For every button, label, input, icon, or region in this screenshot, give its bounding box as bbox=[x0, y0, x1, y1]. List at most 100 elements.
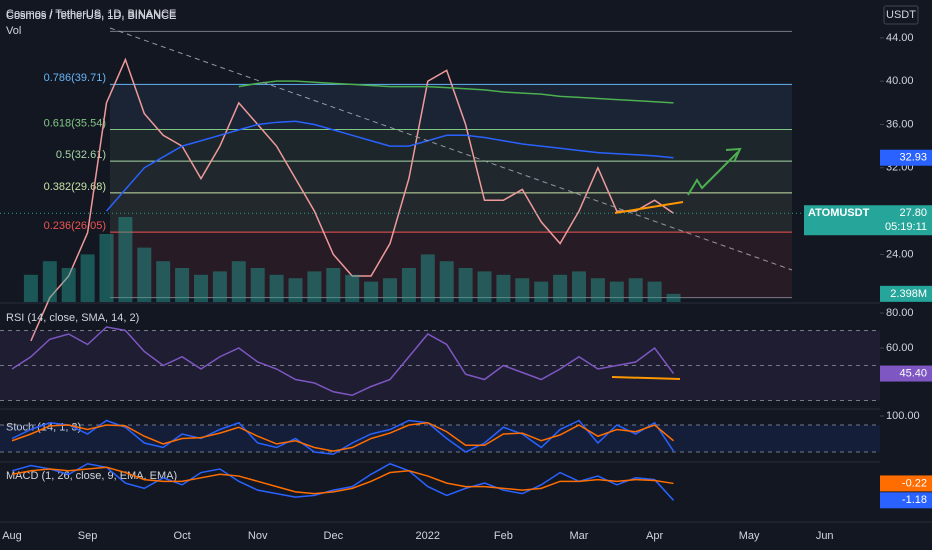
value-tag-bg bbox=[880, 492, 932, 509]
fib-label: 0.786(39.71) bbox=[44, 72, 106, 84]
title: Cosmos / TetherUS, 1D, BINANCE bbox=[6, 10, 176, 22]
volume-bar bbox=[212, 271, 227, 302]
volume-bar bbox=[496, 274, 511, 302]
volume-bar bbox=[23, 274, 38, 302]
price-axis bbox=[880, 0, 932, 550]
volume-title: Vol bbox=[6, 25, 21, 37]
fib-zone bbox=[110, 84, 792, 130]
fib-label: 0.618(35.54) bbox=[44, 117, 106, 129]
price-tag-bg bbox=[804, 205, 932, 236]
fib-label: 0.5(32.61) bbox=[56, 149, 106, 161]
volume-bar bbox=[609, 281, 624, 302]
fib-label: 0.382(29.68) bbox=[44, 181, 106, 193]
volume-bar bbox=[647, 281, 662, 302]
volume-bar bbox=[572, 271, 586, 302]
value-tag: 2.398M bbox=[890, 288, 927, 300]
volume-bar bbox=[231, 261, 246, 302]
value-tag: 32.93 bbox=[899, 152, 927, 164]
volume-bar bbox=[420, 254, 435, 302]
y-tick-label: 44.00 bbox=[886, 32, 914, 44]
y-tick-label: 60.00 bbox=[886, 342, 914, 354]
volume-bar bbox=[458, 268, 473, 302]
series-line bbox=[105, 120, 674, 212]
value-tag-bg bbox=[880, 365, 932, 382]
volume-bar bbox=[61, 268, 76, 302]
fib-zone bbox=[110, 232, 792, 298]
x-tick-label: Apr bbox=[646, 530, 663, 542]
value-tag-bg bbox=[880, 475, 932, 492]
x-tick-label: 2022 bbox=[416, 530, 440, 542]
unit: USDT bbox=[886, 9, 916, 21]
unit-box bbox=[883, 5, 919, 25]
volume-bar bbox=[137, 247, 152, 302]
pane-title: RSI (14, close, SMA, 14, 2) bbox=[6, 312, 139, 324]
series-line bbox=[11, 462, 675, 501]
trend-line bbox=[109, 27, 793, 271]
y-tick-label: 80.00 bbox=[886, 307, 914, 319]
volume-bar bbox=[628, 278, 643, 302]
series-line bbox=[11, 466, 674, 495]
y-tick-label: 40.00 bbox=[886, 75, 914, 87]
y-tick-label: 36.00 bbox=[886, 118, 914, 130]
x-tick-label: Sep bbox=[78, 530, 98, 542]
x-tick-label: Aug bbox=[2, 530, 22, 542]
volume-bar bbox=[80, 254, 95, 302]
volume-bar bbox=[364, 281, 379, 302]
x-tick-label: Feb bbox=[494, 530, 513, 542]
volume-bar bbox=[345, 274, 360, 302]
volume-bar bbox=[439, 261, 454, 302]
support-line bbox=[614, 201, 684, 214]
projection-arrow bbox=[687, 151, 739, 196]
value-tag-bg bbox=[880, 285, 932, 302]
pane-title: Cosmos / TetherUS, 1D, BINANCE bbox=[6, 8, 176, 20]
volume-bar bbox=[42, 261, 57, 302]
volume-bar bbox=[118, 217, 133, 302]
series-line bbox=[11, 421, 674, 452]
volume-bar bbox=[99, 234, 114, 302]
y-tick-label: 24.00 bbox=[886, 248, 914, 260]
countdown: 05:19:11 bbox=[885, 221, 927, 233]
x-tick-label: Mar bbox=[570, 530, 589, 542]
fib-zone bbox=[110, 129, 792, 162]
rsi-line bbox=[611, 376, 681, 380]
volume-bar bbox=[553, 274, 568, 302]
x-tick-label: Dec bbox=[324, 530, 344, 542]
volume-bar bbox=[307, 271, 322, 302]
fib-label: 0.236(26.05) bbox=[44, 220, 106, 232]
x-tick-label: Nov bbox=[248, 530, 268, 542]
series-line bbox=[11, 326, 675, 397]
pane-title: MACD (1, 26, close, 9, EMA, EMA) bbox=[6, 470, 177, 482]
volume-bar bbox=[383, 278, 397, 302]
volume-bar bbox=[288, 278, 303, 302]
x-tick-label: Jun bbox=[816, 530, 834, 542]
volume-bar bbox=[590, 278, 605, 302]
volume-bar bbox=[477, 271, 492, 302]
value-tag: -0.22 bbox=[902, 477, 927, 489]
series-line bbox=[238, 80, 674, 104]
fib-zone bbox=[110, 192, 792, 233]
volume-bar bbox=[534, 281, 549, 302]
y-tick-label: 100.00 bbox=[886, 410, 920, 422]
volume-bar bbox=[156, 261, 171, 302]
series-line bbox=[30, 57, 674, 342]
volume-bar bbox=[326, 268, 341, 302]
value-tag: -1.18 bbox=[902, 494, 927, 506]
volume-bar bbox=[401, 268, 416, 302]
stoch-band bbox=[0, 425, 880, 452]
rsi-band bbox=[0, 330, 880, 401]
value-tag-bg bbox=[880, 149, 932, 166]
volume-bar bbox=[269, 274, 284, 302]
volume-bar bbox=[194, 274, 208, 302]
value-tag: 45.40 bbox=[899, 367, 927, 379]
fib-zone bbox=[110, 161, 792, 193]
symbol-tag: ATOMUSDT bbox=[808, 207, 870, 219]
x-tick-label: Oct bbox=[174, 530, 191, 542]
x-tick-label: May bbox=[739, 530, 760, 542]
volume-bar bbox=[515, 278, 530, 302]
volume-bar bbox=[175, 268, 190, 302]
arrow-head bbox=[725, 147, 742, 163]
